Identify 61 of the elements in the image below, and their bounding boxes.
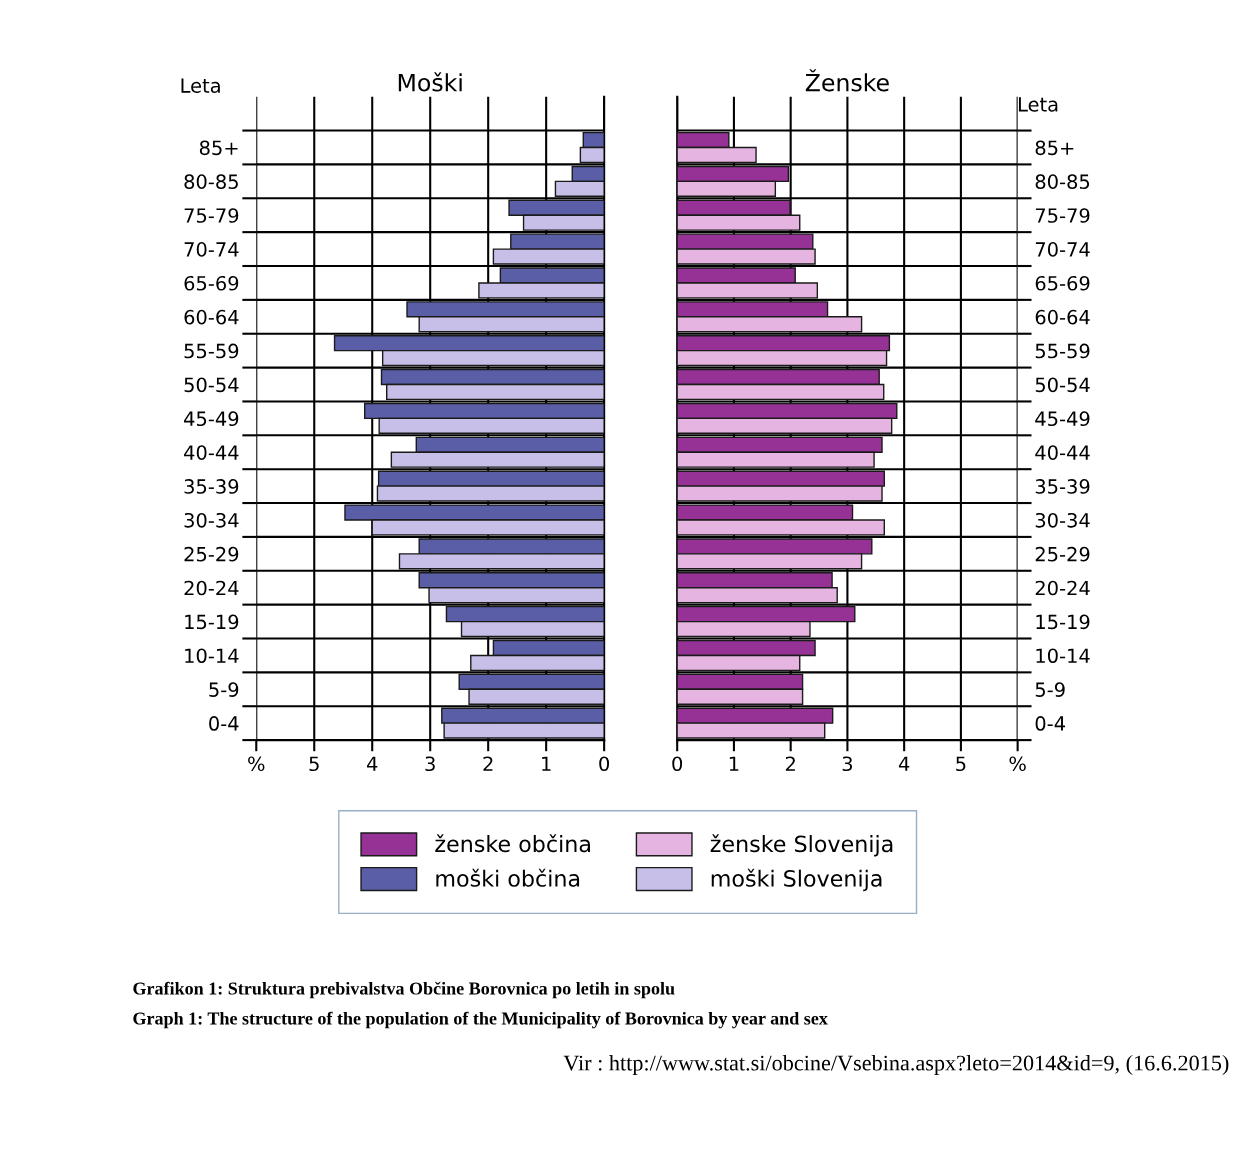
x-tick-label: 2 — [483, 756, 493, 771]
chart-title: Moški — [398, 72, 462, 92]
y-tick-label: 30-34 — [184, 512, 239, 528]
y-tick-label: 65-69 — [1035, 275, 1090, 291]
y-tick-label: 20-24 — [184, 580, 239, 596]
y-tick-label: 85+ — [199, 140, 238, 156]
y-tick-label: 45-49 — [184, 411, 239, 427]
y-tick-label: 5-9 — [1035, 682, 1065, 697]
x-tick-label: 4 — [366, 756, 378, 771]
x-tick-label: 3 — [842, 756, 853, 772]
x-tick-label: 5 — [956, 756, 966, 772]
legend-label: moški občina — [436, 868, 580, 887]
y-tick-label: 20-24 — [1035, 580, 1090, 596]
y-tick-label: 35-39 — [184, 479, 239, 494]
y-tick-label: 0-4 — [209, 716, 239, 731]
y-tick-label: 50-54 — [184, 377, 239, 393]
y-tick-label: 10-14 — [185, 648, 239, 664]
y-tick-label: 55-59 — [1035, 343, 1090, 359]
y-tick-label: 75-79 — [1035, 208, 1090, 223]
text: Vir : http://www.stat.si/obcine/Vsebina.aspx?leto=2014&id=9, (16.6.2015) — [563, 1054, 1229, 1076]
legend-label: ženske občina — [435, 834, 590, 853]
y-tick-label: 60-64 — [184, 309, 239, 325]
y-tick-label: 0-4 — [1035, 716, 1065, 731]
y-tick-label: 50-54 — [1035, 377, 1090, 393]
x-tick-label: % — [1009, 756, 1026, 772]
x-tick-label: 5 — [309, 756, 319, 772]
text: Grafikon 1: Struktura prebivalstva Občine Borovnica po letih in spolu — [133, 981, 675, 999]
y-tick-label: 15-19 — [185, 614, 239, 630]
y-tick-label: 65-69 — [184, 275, 239, 291]
x-tick-label: % — [248, 756, 265, 772]
legend-label: ženske Slovenija — [710, 834, 893, 857]
legend-label: moški Slovenija — [711, 868, 882, 892]
y-tick-label: 25-29 — [184, 546, 239, 562]
y-tick-label: 40-44 — [184, 445, 239, 460]
y-tick-label: 85+ — [1035, 140, 1074, 156]
y-tick-label: 5-9 — [209, 682, 239, 697]
y-tick-label: 30-34 — [1035, 512, 1090, 528]
x-tick-label: 3 — [425, 756, 435, 772]
caption: Graph 1: The structure of the population of the Municipality of Borovnica by year and sex — [133, 1011, 828, 1029]
y-axis-title: Leta — [1018, 97, 1058, 112]
y-tick-label: 80-85 — [184, 174, 238, 190]
y-tick-label: 10-14 — [1036, 648, 1090, 664]
y-tick-label: 35-39 — [1035, 479, 1090, 494]
x-tick-label: 0 — [672, 756, 683, 772]
y-tick-label: 80-85 — [1035, 174, 1090, 190]
y-tick-label: 70-74 — [184, 242, 239, 257]
y-tick-label: 75-79 — [184, 208, 239, 223]
x-tick-label: 0 — [599, 756, 610, 772]
chart-title: Ženske — [805, 69, 889, 92]
x-tick-label: 1 — [542, 756, 551, 771]
x-tick-label: 1 — [729, 756, 739, 771]
y-tick-label: 40-44 — [1035, 445, 1090, 460]
y-tick-label: 70-74 — [1035, 242, 1090, 257]
y-axis-title: Leta — [181, 78, 220, 93]
y-tick-label: 25-29 — [1035, 546, 1090, 562]
y-tick-label: 45-49 — [1035, 411, 1090, 427]
x-tick-label: 4 — [898, 756, 910, 771]
x-tick-label: 2 — [785, 756, 795, 771]
y-tick-label: 15-19 — [1036, 614, 1090, 630]
y-tick-label: 55-59 — [184, 343, 239, 359]
y-tick-label: 60-64 — [1035, 309, 1090, 325]
